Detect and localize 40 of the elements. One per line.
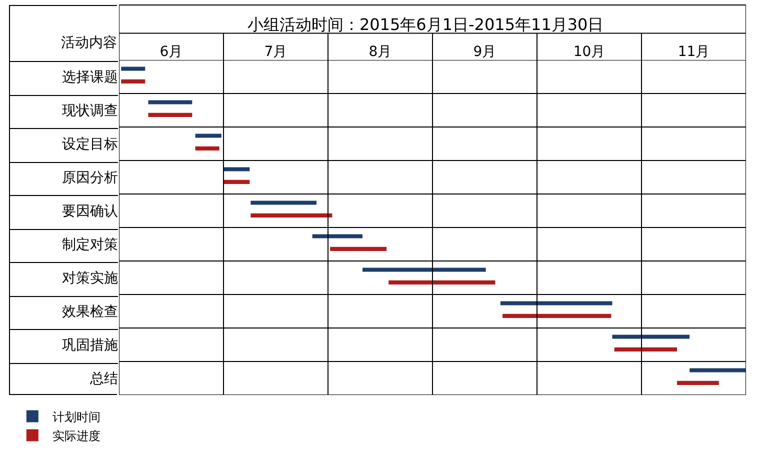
bar — [148, 100, 192, 104]
x-tick-label: 6月 — [160, 44, 183, 60]
bar — [250, 200, 317, 205]
y-tick-label: 选择课题 — [62, 70, 118, 86]
bar — [121, 79, 146, 84]
bar — [614, 347, 678, 352]
x-tick-label: 11月 — [678, 44, 710, 60]
y-tick-label: 原因分析 — [62, 170, 118, 186]
bar — [362, 268, 486, 272]
y-tick-label: 设定目标 — [62, 136, 118, 153]
x-tick-label: 8月 — [368, 44, 392, 60]
bar — [612, 334, 690, 339]
y-tick-label: 总结 — [89, 371, 118, 388]
y-tick-label: 对策实施 — [62, 270, 118, 287]
bar — [312, 234, 362, 238]
bar — [224, 180, 250, 184]
bar — [250, 213, 332, 218]
bar — [388, 280, 496, 284]
x-tick-label: 10月 — [573, 44, 606, 60]
bar — [330, 246, 387, 251]
y-tick-label: 要因确认 — [62, 204, 118, 220]
bar — [690, 368, 746, 372]
x-tick-label: 7月 — [264, 44, 288, 60]
bar — [502, 314, 612, 318]
bar — [224, 167, 250, 172]
bar — [121, 66, 146, 71]
bar — [148, 112, 192, 117]
x-tick-label: 9月 — [473, 44, 496, 60]
chart-title: 小组活动时间：2015年6月1日-2015年11月30日 — [247, 14, 604, 34]
bar — [195, 146, 220, 150]
bar — [195, 134, 222, 138]
legend-label: 计划时间 — [52, 410, 100, 424]
bar — [500, 301, 612, 306]
y-axis-title: 活动内容 — [61, 35, 117, 51]
y-tick-label: 效果检查 — [62, 304, 118, 320]
y-tick-label: 现状调查 — [62, 103, 118, 120]
bar — [677, 380, 719, 385]
y-tick-label: 制定对策 — [62, 237, 118, 254]
y-tick-label: 巩固措施 — [62, 338, 118, 354]
legend-label: 实际进度 — [52, 428, 100, 443]
